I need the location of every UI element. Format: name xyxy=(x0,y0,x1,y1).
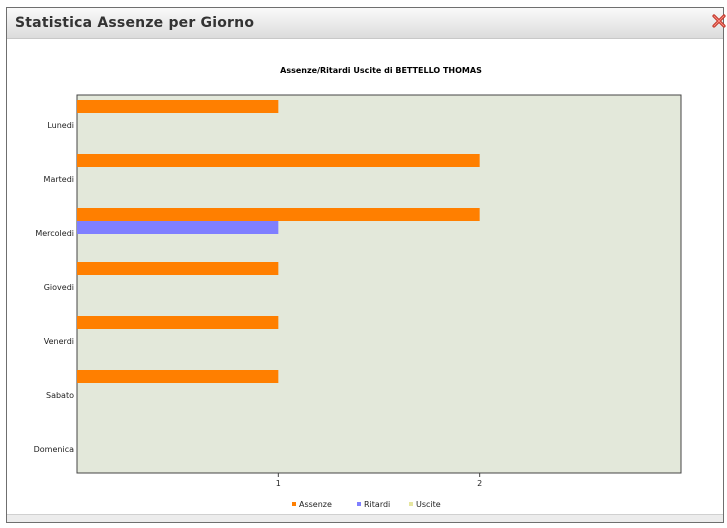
chart-title: Assenze/Ritardi Uscite di BETTELLO THOMA… xyxy=(280,66,482,75)
bar-assenze-sabato xyxy=(77,370,279,383)
x-tick-label: 2 xyxy=(477,479,482,488)
y-tick-label: Lunedi xyxy=(47,121,74,130)
y-tick-label: Venerdi xyxy=(44,337,74,346)
bar-assenze-giovedi xyxy=(77,262,279,275)
x-tick-label: 1 xyxy=(276,479,281,488)
bar-ritardi-mercoledi xyxy=(77,221,279,234)
legend-label-uscite: Uscite xyxy=(416,500,441,509)
legend-label-ritardi: Ritardi xyxy=(364,500,390,509)
bars-group xyxy=(77,100,480,383)
bar-assenze-venerdi xyxy=(77,316,279,329)
y-tick-label: Giovedi xyxy=(44,283,74,292)
y-tick-label: Domenica xyxy=(34,445,74,454)
bar-assenze-lunedi xyxy=(77,100,279,113)
legend-label-assenze: Assenze xyxy=(299,500,332,509)
close-icon[interactable] xyxy=(711,13,727,29)
y-tick-label: Sabato xyxy=(46,391,74,400)
legend-swatch-uscite xyxy=(409,502,413,506)
bar-assenze-martedi xyxy=(77,154,480,167)
window-title: Statistica Assenze per Giorno xyxy=(15,15,255,31)
y-tick-label: Mercoledi xyxy=(35,229,74,238)
plot-area xyxy=(76,94,682,474)
window-bottom-edge xyxy=(7,514,723,522)
legend: Assenze Ritardi Uscite xyxy=(292,500,441,509)
y-axis-labels: Lunedi Martedi Mercoledi Giovedi Venerdi Saba… xyxy=(34,121,74,454)
y-tick-label: Martedi xyxy=(44,175,74,184)
bar-assenze-mercoledi xyxy=(77,208,480,221)
window-titlebar: Statistica Assenze per Giorno xyxy=(7,8,726,39)
legend-swatch-ritardi xyxy=(357,502,361,506)
bar-chart: Assenze/Ritardi Uscite di BETTELLO THOMA… xyxy=(34,66,682,509)
legend-swatch-assenze xyxy=(292,502,296,506)
statistics-window: Statistica Assenze per Giorno Assenze/Ri… xyxy=(6,7,726,523)
